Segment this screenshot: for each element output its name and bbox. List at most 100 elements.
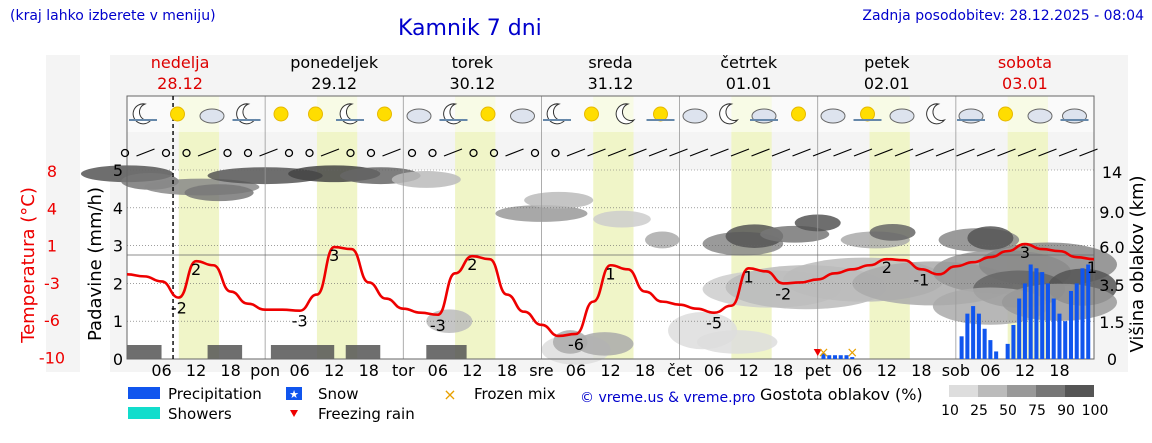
cloud-icon	[820, 108, 846, 124]
temperature-label: 1	[605, 264, 615, 283]
precipitation-bar	[827, 355, 832, 359]
precipitation-bar	[1057, 313, 1062, 359]
calm-wind-icon	[284, 148, 294, 158]
precipitation-bar	[1022, 283, 1027, 359]
sun-icon	[860, 106, 875, 122]
calm-wind-icon	[469, 148, 478, 158]
precipitation-tick: 2	[113, 274, 123, 293]
cloud-icon	[199, 108, 225, 124]
day-name: torek	[452, 53, 494, 72]
calm-wind-icon	[223, 148, 232, 158]
cloud-icon	[889, 108, 915, 124]
wind-barb-icon	[976, 148, 996, 157]
cloud-height-tick: 3.5	[1099, 276, 1124, 295]
day-name: nedelja	[151, 53, 210, 72]
wind-barb-icon	[136, 148, 155, 157]
calm-wind-icon	[489, 148, 499, 158]
low-cloud-band	[270, 345, 335, 359]
legend-cloud-scale-tick: 75	[1028, 403, 1046, 419]
x-tick-label: 12	[877, 361, 897, 380]
x-tick-label: 06	[151, 361, 171, 380]
cloud-cover-patch	[575, 332, 634, 356]
day-name: sobota	[998, 53, 1052, 72]
precipitation-bar	[1068, 290, 1073, 359]
daylight-band	[593, 96, 634, 359]
precipitation-bar	[844, 355, 849, 359]
x-tick-label: 12	[186, 361, 206, 380]
cloud-icon	[682, 108, 708, 124]
cloud-height-tick: 0	[1107, 350, 1117, 369]
x-tick-label: 18	[359, 361, 379, 380]
x-tick-label: 06	[428, 361, 448, 380]
calm-wind-icon	[530, 148, 540, 158]
wind-barb-icon	[689, 148, 709, 157]
wind-barb-icon	[894, 148, 914, 157]
temperature-tick: 1	[47, 237, 57, 256]
precipitation-tick: 4	[113, 199, 123, 218]
temperature-tick: -3	[44, 274, 60, 293]
x-tick-label: 18	[220, 361, 240, 380]
snow-icon: ★	[289, 388, 299, 401]
precipitation-bar	[988, 340, 993, 359]
precipitation-bar	[982, 328, 987, 359]
legend-snow-swatch	[286, 387, 302, 400]
temperature-label: -2	[775, 284, 791, 303]
day-name: sreda	[588, 53, 632, 72]
plot-border	[126, 95, 1095, 360]
x-tick-label: 06	[704, 361, 724, 380]
wind-barb-icon	[997, 148, 1016, 157]
temperature-tick: -6	[44, 311, 60, 330]
temperature-label: -2	[171, 299, 187, 318]
wind-barb-icon	[792, 148, 811, 157]
day-name: petek	[864, 53, 910, 72]
wind-barb-icon	[320, 148, 340, 157]
low-cloud-band	[127, 345, 162, 359]
temperature-label: 2	[191, 260, 201, 279]
precipitation-bar	[1063, 321, 1068, 359]
legend-cloud-shade-swatch	[978, 385, 1007, 397]
sun-icon	[480, 106, 496, 122]
calm-wind-icon	[161, 148, 171, 158]
temperature-label: 1	[744, 267, 754, 286]
wind-barb-icon	[587, 148, 606, 157]
x-tick-label: sre	[529, 361, 553, 380]
legend-precipitation-label: Precipitation	[168, 385, 262, 403]
temperature-label: 2	[882, 258, 892, 277]
wind-barb-icon	[607, 148, 627, 157]
precipitation-bar	[965, 313, 970, 359]
x-tick-label: 12	[738, 361, 758, 380]
x-tick-label: 18	[497, 361, 517, 380]
temperature-tick: 4	[47, 199, 57, 218]
legend-frozen-mix-label: Frozen mix	[474, 385, 556, 403]
precipitation-bar	[1017, 298, 1022, 359]
wind-barb-icon	[259, 148, 278, 157]
sun-icon	[308, 106, 323, 122]
x-tick-label: 12	[600, 361, 620, 380]
day-name: četrtek	[720, 53, 778, 72]
day-date: 01.01	[726, 74, 772, 93]
sun-icon	[377, 106, 392, 122]
day-date: 31.12	[588, 74, 634, 93]
day-date: 02.01	[864, 74, 910, 93]
day-date: 03.01	[1002, 74, 1048, 93]
precipitation-bar	[1005, 343, 1010, 359]
moon-icon	[236, 103, 256, 125]
x-tick-label: 12	[462, 361, 482, 380]
wind-barb-icon	[1058, 148, 1078, 157]
sun-icon	[998, 106, 1013, 122]
precipitation-tick: 3	[113, 237, 123, 256]
precipitation-bar	[1074, 283, 1079, 359]
legend-cloud-shade-swatch	[1065, 385, 1094, 397]
left-axis-band	[46, 55, 80, 372]
wind-barb-icon	[935, 148, 955, 157]
cloud-height-tick: 9.0	[1099, 203, 1124, 222]
precipitation-axis-title: Padavine (mm/h)	[85, 187, 106, 341]
legend-showers-label: Showers	[168, 405, 232, 423]
wind-barb-icon	[833, 148, 852, 157]
temperature-line	[126, 242, 1095, 338]
wind-barb-icon	[443, 148, 463, 157]
copyright-text: © vreme.us & vreme.pro	[580, 390, 755, 406]
cloud-height-tick: 1.5	[1099, 313, 1124, 332]
wind-barb-icon	[1038, 148, 1057, 157]
